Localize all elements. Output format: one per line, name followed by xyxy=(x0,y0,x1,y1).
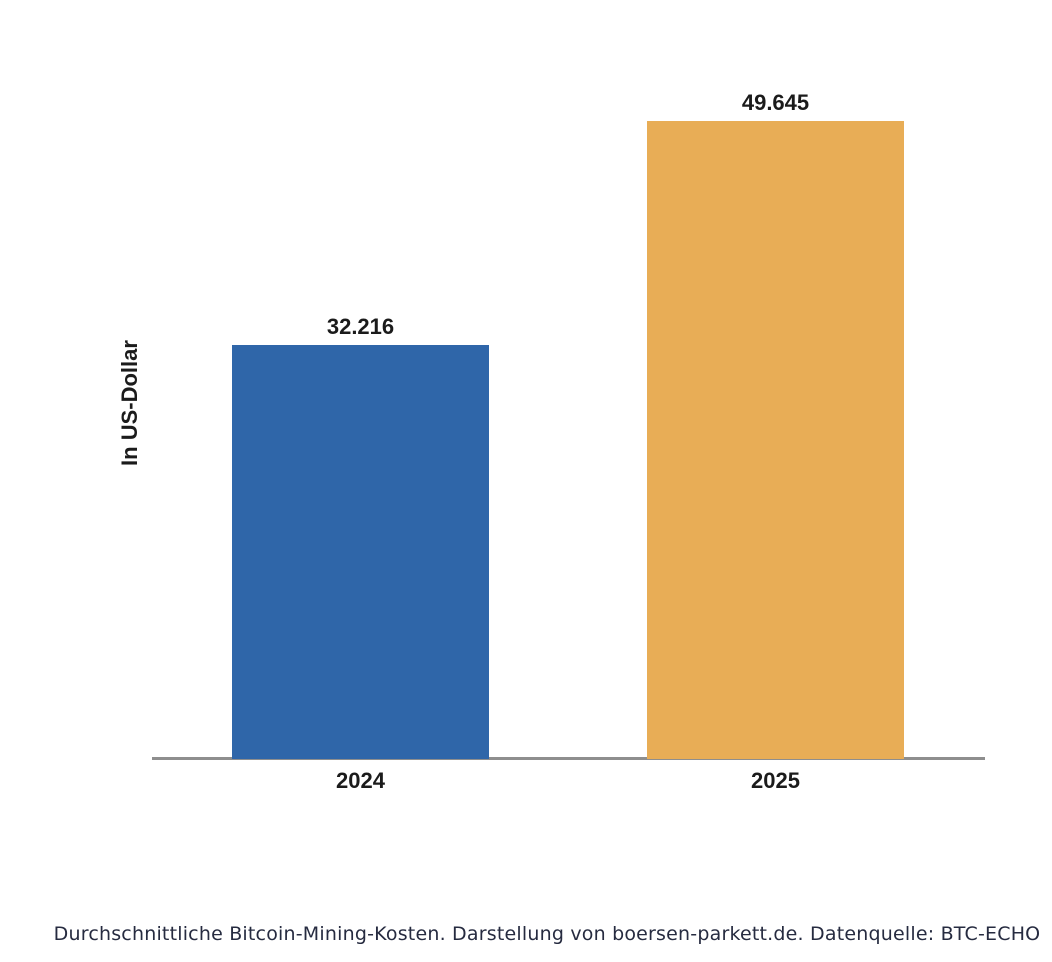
plot-area: 32.216 2024 49.645 2025 xyxy=(152,0,985,792)
bar-value-label-2024: 32.216 xyxy=(326,314,395,339)
bar-2024 xyxy=(232,345,489,759)
x-axis-tick-label-2025: 2025 xyxy=(751,768,800,793)
bar-value-label-2025: 49.645 xyxy=(741,90,810,115)
bar-group-2024: 32.216 xyxy=(232,316,489,759)
chart-caption: Durchschnittliche Bitcoin-Mining-Kosten.… xyxy=(53,923,1041,945)
x-axis-tick-label-2024: 2024 xyxy=(336,768,385,793)
bar-2025 xyxy=(647,121,904,759)
y-axis-label: In US-Dollar xyxy=(117,340,142,466)
x-axis-line xyxy=(152,757,985,760)
bar-group-2025: 49.645 xyxy=(647,92,904,759)
